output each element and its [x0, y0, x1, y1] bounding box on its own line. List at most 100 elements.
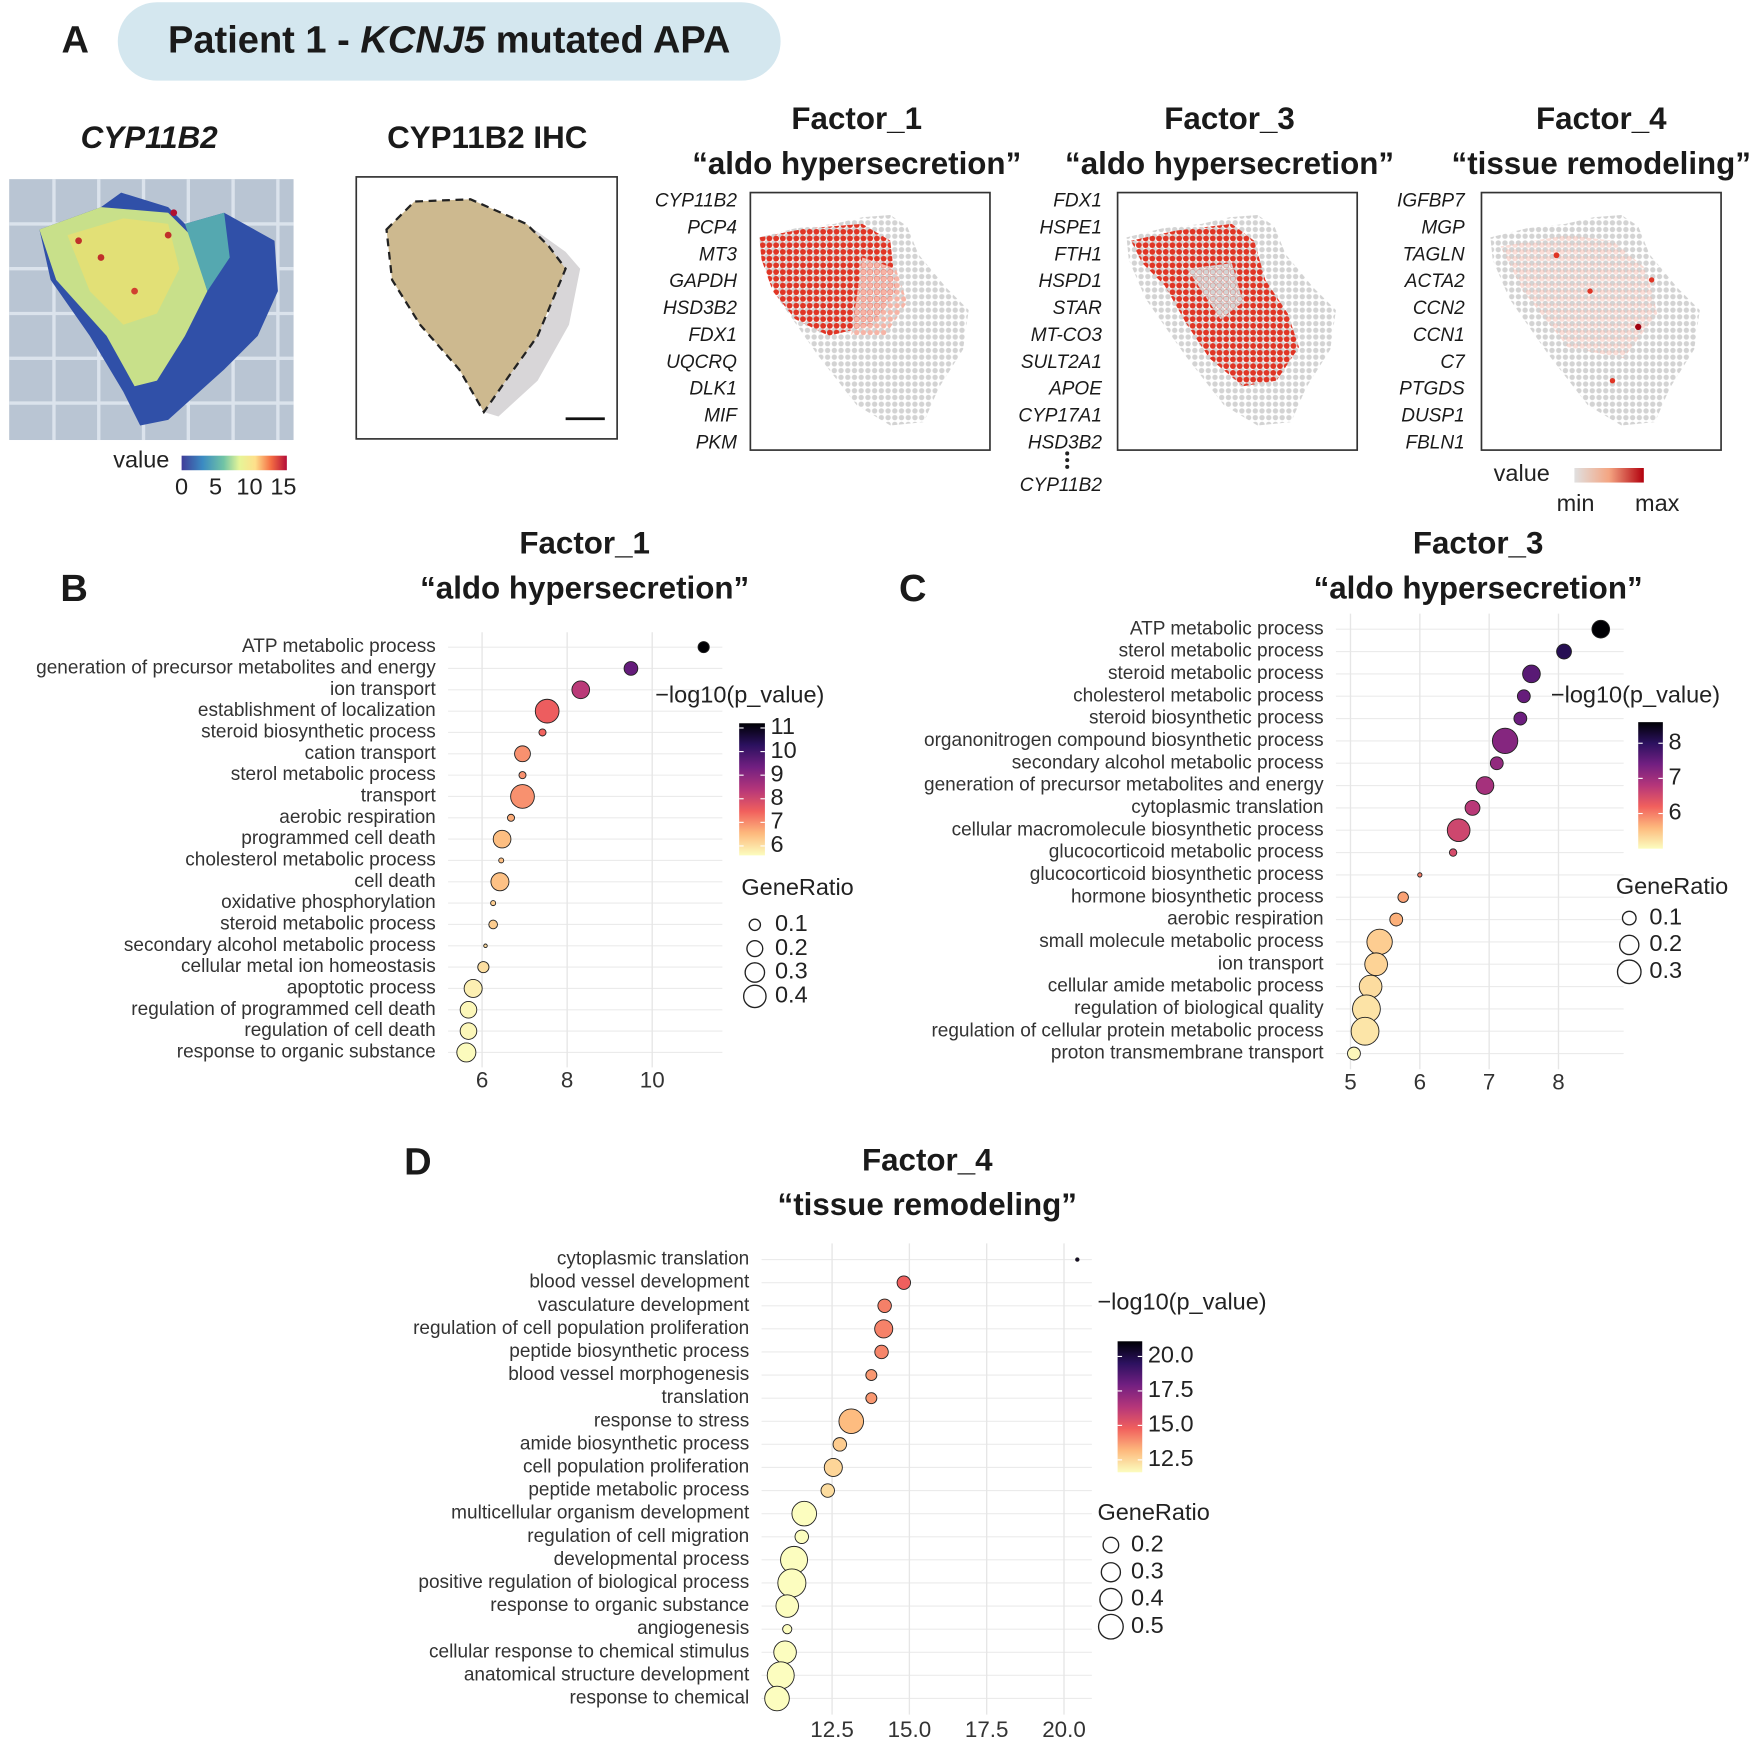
color-tick-label: 8 — [1668, 728, 1681, 754]
color-bar — [1638, 722, 1663, 849]
panel-label: A — [61, 20, 88, 62]
chart-title: Factor_4 — [862, 1142, 993, 1177]
dot — [571, 680, 591, 700]
legend-title: value — [1494, 460, 1550, 486]
dot — [1075, 1257, 1080, 1262]
dot — [794, 1529, 809, 1544]
map-title: CYP11B2 — [81, 120, 219, 155]
size-key — [742, 984, 767, 1009]
legend-min: min — [1557, 490, 1595, 516]
y-tick-label: blood vessel morphogenesis — [508, 1364, 749, 1385]
gene-label: PCP4 — [687, 217, 737, 238]
y-tick-label: cation transport — [305, 743, 437, 764]
dot — [1491, 727, 1519, 755]
size-key-label: 0.2 — [1649, 930, 1682, 956]
color-tick-label: 17.5 — [1148, 1376, 1194, 1402]
legend-title: GeneRatio — [741, 874, 853, 900]
dot — [463, 978, 483, 998]
dot — [766, 1661, 795, 1690]
chart-subtitle: “aldo hypersecretion” — [420, 570, 749, 605]
gene-label: MGP — [1421, 217, 1465, 238]
y-tick-label: apoptotic process — [287, 977, 436, 998]
dot — [820, 1483, 835, 1498]
y-tick-label: aerobic respiration — [1167, 909, 1323, 930]
size-key-label: 0.4 — [775, 982, 808, 1008]
dot — [697, 641, 710, 654]
dot — [456, 1042, 477, 1063]
size-key-label: 0.2 — [1131, 1530, 1164, 1556]
y-tick-label: regulation of programmed cell death — [131, 999, 435, 1020]
color-tick-label: 10 — [771, 737, 797, 763]
y-tick-label: secondary alcohol metabolic process — [1012, 752, 1324, 773]
size-key-label: 0.3 — [775, 958, 808, 984]
y-tick-label: cell death — [354, 871, 435, 892]
title-part: Patient 1 - — [168, 20, 360, 62]
x-tick-label: 10 — [640, 1067, 665, 1092]
color-tick-label: 7 — [1668, 764, 1681, 790]
y-tick-label: cell population proliferation — [523, 1456, 749, 1477]
legend-title: −log10(p_value) — [1551, 682, 1720, 708]
size-key — [744, 962, 766, 983]
y-tick-label: steroid metabolic process — [220, 913, 436, 934]
y-tick-label: aerobic respiration — [279, 807, 435, 828]
legend-tick-label: 0 — [175, 473, 188, 499]
legend-tick-label: 15 — [270, 473, 296, 499]
dot — [1475, 776, 1495, 795]
x-tick-label: 20.0 — [1042, 1717, 1086, 1741]
gene-label: STAR — [1053, 298, 1103, 319]
dot — [823, 1457, 843, 1477]
dot — [865, 1392, 878, 1405]
gene-label: MIF — [704, 406, 738, 427]
y-tick-label: glucocorticoid metabolic process — [1049, 842, 1324, 863]
panel-title: Patient 1 - KCNJ5 mutated APA — [168, 20, 730, 62]
y-tick-label: generation of precursor metabolites and … — [924, 775, 1324, 796]
legend-title: GeneRatio — [1616, 873, 1728, 899]
y-tick-label: proton transmembrane transport — [1051, 1043, 1324, 1064]
dot — [874, 1344, 889, 1360]
y-tick-label: establishment of localization — [198, 700, 436, 721]
gene-label: IGFBP7 — [1397, 191, 1466, 212]
panel-label: B — [60, 568, 87, 610]
gene-label: CYP11B2 — [655, 191, 738, 212]
legend-title: −log10(p_value) — [1097, 1288, 1266, 1314]
dot — [1591, 619, 1611, 639]
y-tick-label: response to stress — [594, 1410, 749, 1431]
y-tick-label: regulation of cell migration — [527, 1526, 749, 1547]
dot — [538, 728, 547, 737]
dot — [832, 1437, 847, 1452]
map-subtitle: “aldo hypersecretion” — [692, 146, 1021, 181]
x-tick-label: 8 — [1552, 1070, 1564, 1095]
dot — [1446, 818, 1471, 843]
y-tick-label: cytoplasmic translation — [1131, 797, 1323, 818]
color-tick-label: 20.0 — [1148, 1342, 1194, 1368]
dot — [1358, 974, 1383, 999]
y-tick-label: regulation of cell death — [244, 1020, 435, 1041]
gene-label: FDX1 — [1053, 191, 1102, 212]
y-tick-label: sterol metabolic process — [231, 764, 436, 785]
x-tick-label: 15.0 — [888, 1717, 932, 1741]
cyp-map — [9, 179, 294, 441]
dot — [1364, 952, 1388, 977]
dot — [1347, 1046, 1361, 1061]
gene-label: APOE — [1048, 379, 1102, 400]
y-tick-label: multicellular organism development — [451, 1503, 750, 1524]
y-tick-label: response to organic substance — [490, 1595, 749, 1616]
dot — [773, 1640, 797, 1664]
size-key — [1616, 959, 1642, 985]
map-title: Factor_3 — [1164, 101, 1295, 136]
gene-label: HSD3B2 — [663, 298, 737, 319]
color-tick-label: 11 — [771, 713, 795, 739]
y-tick-label: cellular metal ion homeostasis — [181, 956, 436, 977]
color-bar — [1117, 1341, 1143, 1473]
panel-label: D — [404, 1141, 431, 1183]
gene-label: HSD3B2 — [1028, 432, 1102, 453]
dot — [777, 1568, 807, 1598]
dot — [483, 943, 488, 948]
gene-label: SULT2A1 — [1021, 352, 1102, 373]
size-key — [746, 940, 764, 958]
y-tick-label: regulation of cellular protein metabolic… — [931, 1020, 1323, 1041]
dot — [510, 784, 535, 809]
y-tick-label: ion transport — [330, 679, 436, 700]
dot — [874, 1319, 894, 1339]
